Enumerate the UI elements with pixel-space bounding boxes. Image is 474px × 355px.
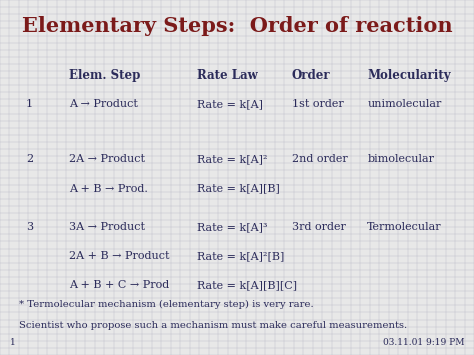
Text: bimolecular: bimolecular	[367, 154, 434, 164]
Text: 03.11.01 9:19 PM: 03.11.01 9:19 PM	[383, 338, 465, 347]
Text: Rate = k[A]³: Rate = k[A]³	[197, 222, 267, 232]
Text: Elementary Steps:  Order of reaction: Elementary Steps: Order of reaction	[22, 16, 452, 36]
Text: Scientist who propose such a mechanism must make careful measurements.: Scientist who propose such a mechanism m…	[19, 321, 407, 330]
Text: 2A → Product: 2A → Product	[69, 154, 145, 164]
Text: 3: 3	[26, 222, 33, 232]
Text: A + B → Prod.: A + B → Prod.	[69, 184, 147, 193]
Text: Rate Law: Rate Law	[197, 69, 257, 82]
Text: Elem. Step: Elem. Step	[69, 69, 140, 82]
Text: * Termolecular mechanism (elementary step) is very rare.: * Termolecular mechanism (elementary ste…	[19, 300, 314, 309]
Text: 3rd order: 3rd order	[292, 222, 346, 232]
Text: 1: 1	[9, 338, 15, 347]
Text: 3A → Product: 3A → Product	[69, 222, 145, 232]
Text: Rate = k[A]²[B]: Rate = k[A]²[B]	[197, 251, 284, 261]
Text: Rate = k[A][B]: Rate = k[A][B]	[197, 184, 280, 193]
Text: Rate = k[A]²: Rate = k[A]²	[197, 154, 267, 164]
Text: 2A + B → Product: 2A + B → Product	[69, 251, 169, 261]
Text: Rate = k[A]: Rate = k[A]	[197, 99, 263, 109]
Text: 1st order: 1st order	[292, 99, 343, 109]
Text: Order: Order	[292, 69, 330, 82]
Text: 2: 2	[26, 154, 33, 164]
Text: A → Product: A → Product	[69, 99, 137, 109]
Text: Termolecular: Termolecular	[367, 222, 442, 232]
Text: A + B + C → Prod: A + B + C → Prod	[69, 280, 169, 290]
Text: Rate = k[A][B][C]: Rate = k[A][B][C]	[197, 280, 297, 290]
Text: unimolecular: unimolecular	[367, 99, 442, 109]
Text: 1: 1	[26, 99, 33, 109]
Text: Molecularity: Molecularity	[367, 69, 451, 82]
Text: 2nd order: 2nd order	[292, 154, 347, 164]
